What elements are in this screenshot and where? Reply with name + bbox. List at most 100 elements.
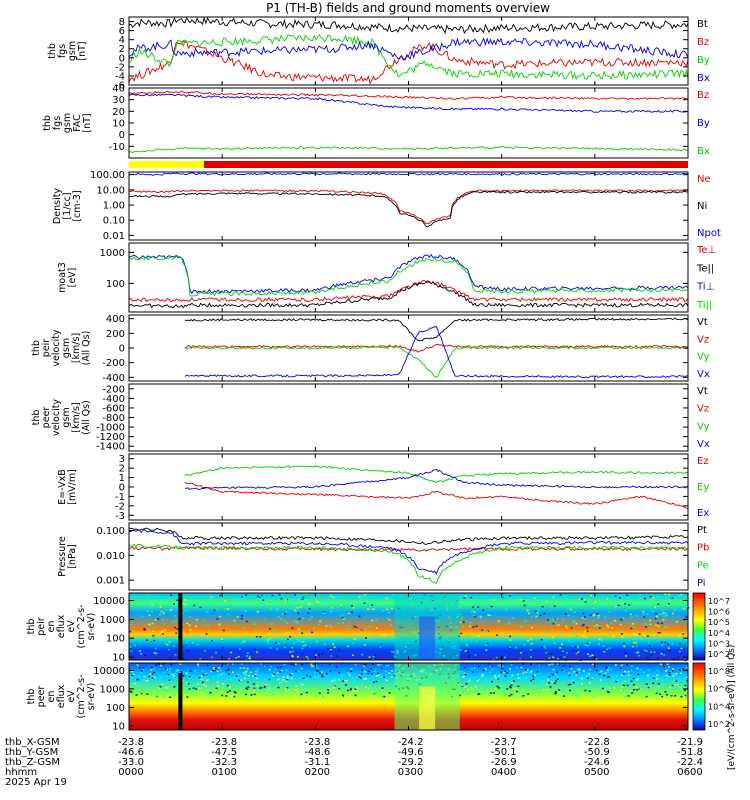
data-gap — [178, 673, 183, 730]
colorbar-tick: 10^5 — [708, 618, 730, 627]
ylabel-line: sr-eV) — [86, 613, 97, 641]
ytick-label: -10 — [109, 142, 125, 153]
footer-value: -22.8 — [584, 737, 610, 748]
footer-value: -23.8 — [211, 737, 237, 748]
footer-value: -23.8 — [304, 737, 330, 748]
ytick-label: 6 — [119, 26, 125, 37]
panel-frame — [128, 383, 689, 452]
ylabel-line: [eV] — [67, 268, 78, 288]
ytick-label: 0 — [119, 483, 125, 494]
colorbar-tick: 10^4 — [708, 629, 730, 638]
ylabel-line: fgs — [57, 44, 68, 58]
ytick-label: 1.00 — [103, 201, 125, 212]
figure-title: P1 (TH-B) fields and ground moments over… — [266, 1, 550, 15]
colorbar-tick: 10^2 — [708, 720, 730, 729]
ytick-label: -6 — [115, 81, 125, 92]
ylabel-line: en — [46, 621, 57, 633]
ytick-label: -2 — [115, 62, 125, 73]
colorbar-tick: 10^2 — [708, 650, 730, 659]
ytick-label: -4 — [115, 71, 125, 82]
footer-value: -24.6 — [584, 757, 610, 768]
panel-peer_velocity: -200-400-600-800-1000-1200-1400 thb peer ve… — [31, 383, 710, 453]
ylabel-line: Density — [52, 188, 63, 224]
panel-frame — [128, 522, 689, 591]
ytick-label: 100 — [106, 634, 125, 645]
series-fgs_gse-1 — [128, 93, 689, 113]
ylabel-line: eflux — [56, 614, 67, 638]
ylabel-line: (cm^2-s- — [76, 675, 87, 719]
ylabel-line: thb — [42, 115, 53, 131]
ytick-label: 0 — [119, 344, 125, 355]
ytick-label: -1 — [115, 492, 125, 503]
ylabel-line: E=-VxB — [57, 469, 68, 504]
ylabel-line: velocity — [51, 399, 62, 437]
series-pressure-3 — [128, 529, 689, 576]
panel-density: 100.00 10.00 1.00 0.10 0.01 Density [1/cc] [cm-… — [52, 170, 721, 242]
ytick-label: 0.001 — [96, 576, 125, 587]
series-efield-0 — [184, 481, 689, 509]
footer-value: 0600 — [677, 767, 702, 778]
ytick-label: 40 — [112, 84, 125, 95]
ylabel-line: gsm — [61, 407, 72, 427]
legend-Npot: Npot — [697, 228, 721, 239]
series-temperature-0 — [128, 280, 689, 303]
ylabel-line: [cm-3] — [72, 190, 83, 221]
legend-Te||: Te|| — [696, 263, 714, 274]
ytick-label: 3 — [119, 454, 125, 465]
colorbar-peir_spec — [692, 592, 706, 661]
ytick-label: 4 — [119, 35, 125, 46]
legend-Bt: Bt — [697, 19, 708, 30]
ytick-label: 10 — [112, 653, 125, 664]
ylabel-line: sr-eV) — [86, 683, 97, 711]
ylabel-line: moat3 — [57, 262, 68, 293]
ytick-label: 1000 — [100, 248, 125, 259]
ytick-label: -600 — [102, 403, 125, 414]
footer-value: -24.2 — [398, 737, 424, 748]
legend-Ni: Ni — [697, 201, 707, 212]
ytick-label: 0.010 — [96, 551, 125, 562]
ytick-label: 1000 — [100, 684, 125, 695]
legend-Bz: Bz — [697, 90, 709, 101]
footer-date: 2025 Apr 19 — [5, 777, 67, 788]
footer-row-label: thb_X-GSM — [5, 737, 60, 748]
ytick-label: -1200 — [96, 432, 125, 443]
ytick-label: 20 — [112, 107, 125, 118]
ylabel-line: en — [46, 691, 57, 703]
legend-Ti⊥: Ti⊥ — [696, 282, 714, 293]
footer-value: -50.1 — [491, 747, 517, 758]
footer-value: -22.4 — [677, 757, 703, 768]
panel-peir_spec: 10^7 10^610^5 10^410^3 10^2 10000 1000 100 10 th… — [26, 592, 730, 664]
footer-value: -50.9 — [584, 747, 610, 758]
legend-Bz: Bz — [697, 37, 709, 48]
series-fgs-2 — [128, 34, 689, 81]
series-peir_velocity-2 — [184, 345, 689, 378]
legend-Pb: Pb — [697, 543, 709, 554]
ytick-label: -200 — [102, 384, 125, 395]
ylabel-line: eflux — [56, 684, 67, 708]
series-peir_velocity-0 — [184, 317, 689, 342]
ytick-label: 10 — [112, 119, 125, 130]
ylabel-line: FAC — [72, 114, 83, 132]
ytick-label: 2 — [119, 44, 125, 55]
footer-value: -33.0 — [118, 757, 144, 768]
ytick-label: 400 — [106, 314, 125, 325]
colorbar-tick: 10^6 — [708, 608, 730, 617]
ylabel-line: peer — [36, 686, 47, 708]
legend-By: By — [697, 55, 710, 66]
footer-value: -49.6 — [398, 747, 424, 758]
series-temperature-1 — [128, 281, 689, 309]
ytick-label: 0 — [119, 130, 125, 141]
ytick-label: 100 — [106, 703, 125, 714]
footer-value: -23.8 — [118, 737, 144, 748]
mode-bar-slow-survey — [204, 161, 688, 168]
ylabel-line: (All Qs) — [81, 331, 92, 366]
ylabel-line: [1/cc] — [62, 192, 73, 219]
ytick-label: -400 — [102, 373, 125, 384]
ytick-label: 8 — [119, 17, 125, 28]
ylabel-line: gsm — [62, 113, 73, 133]
series-fgs_gse-2 — [128, 146, 689, 154]
